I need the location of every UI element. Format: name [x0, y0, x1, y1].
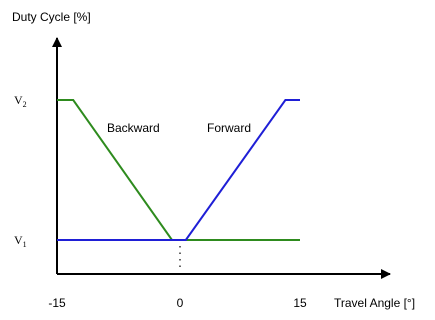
- series-line-backward: [57, 99, 300, 241]
- x-tick-label-neg15: -15: [48, 296, 66, 310]
- y-axis-label: Duty Cycle [%]: [12, 10, 91, 24]
- series-label-backward: Backward: [107, 121, 160, 135]
- x-axis-label: Travel Angle [°]: [334, 296, 415, 310]
- x-tick-label-0: 0: [177, 296, 184, 310]
- x-tick-label-15: 15: [293, 296, 307, 310]
- y-level-label-v2: V2: [14, 93, 27, 109]
- series-label-forward: Forward: [207, 121, 251, 135]
- series-line-forward: [57, 99, 300, 241]
- y-level-label-v1: V1: [14, 233, 27, 249]
